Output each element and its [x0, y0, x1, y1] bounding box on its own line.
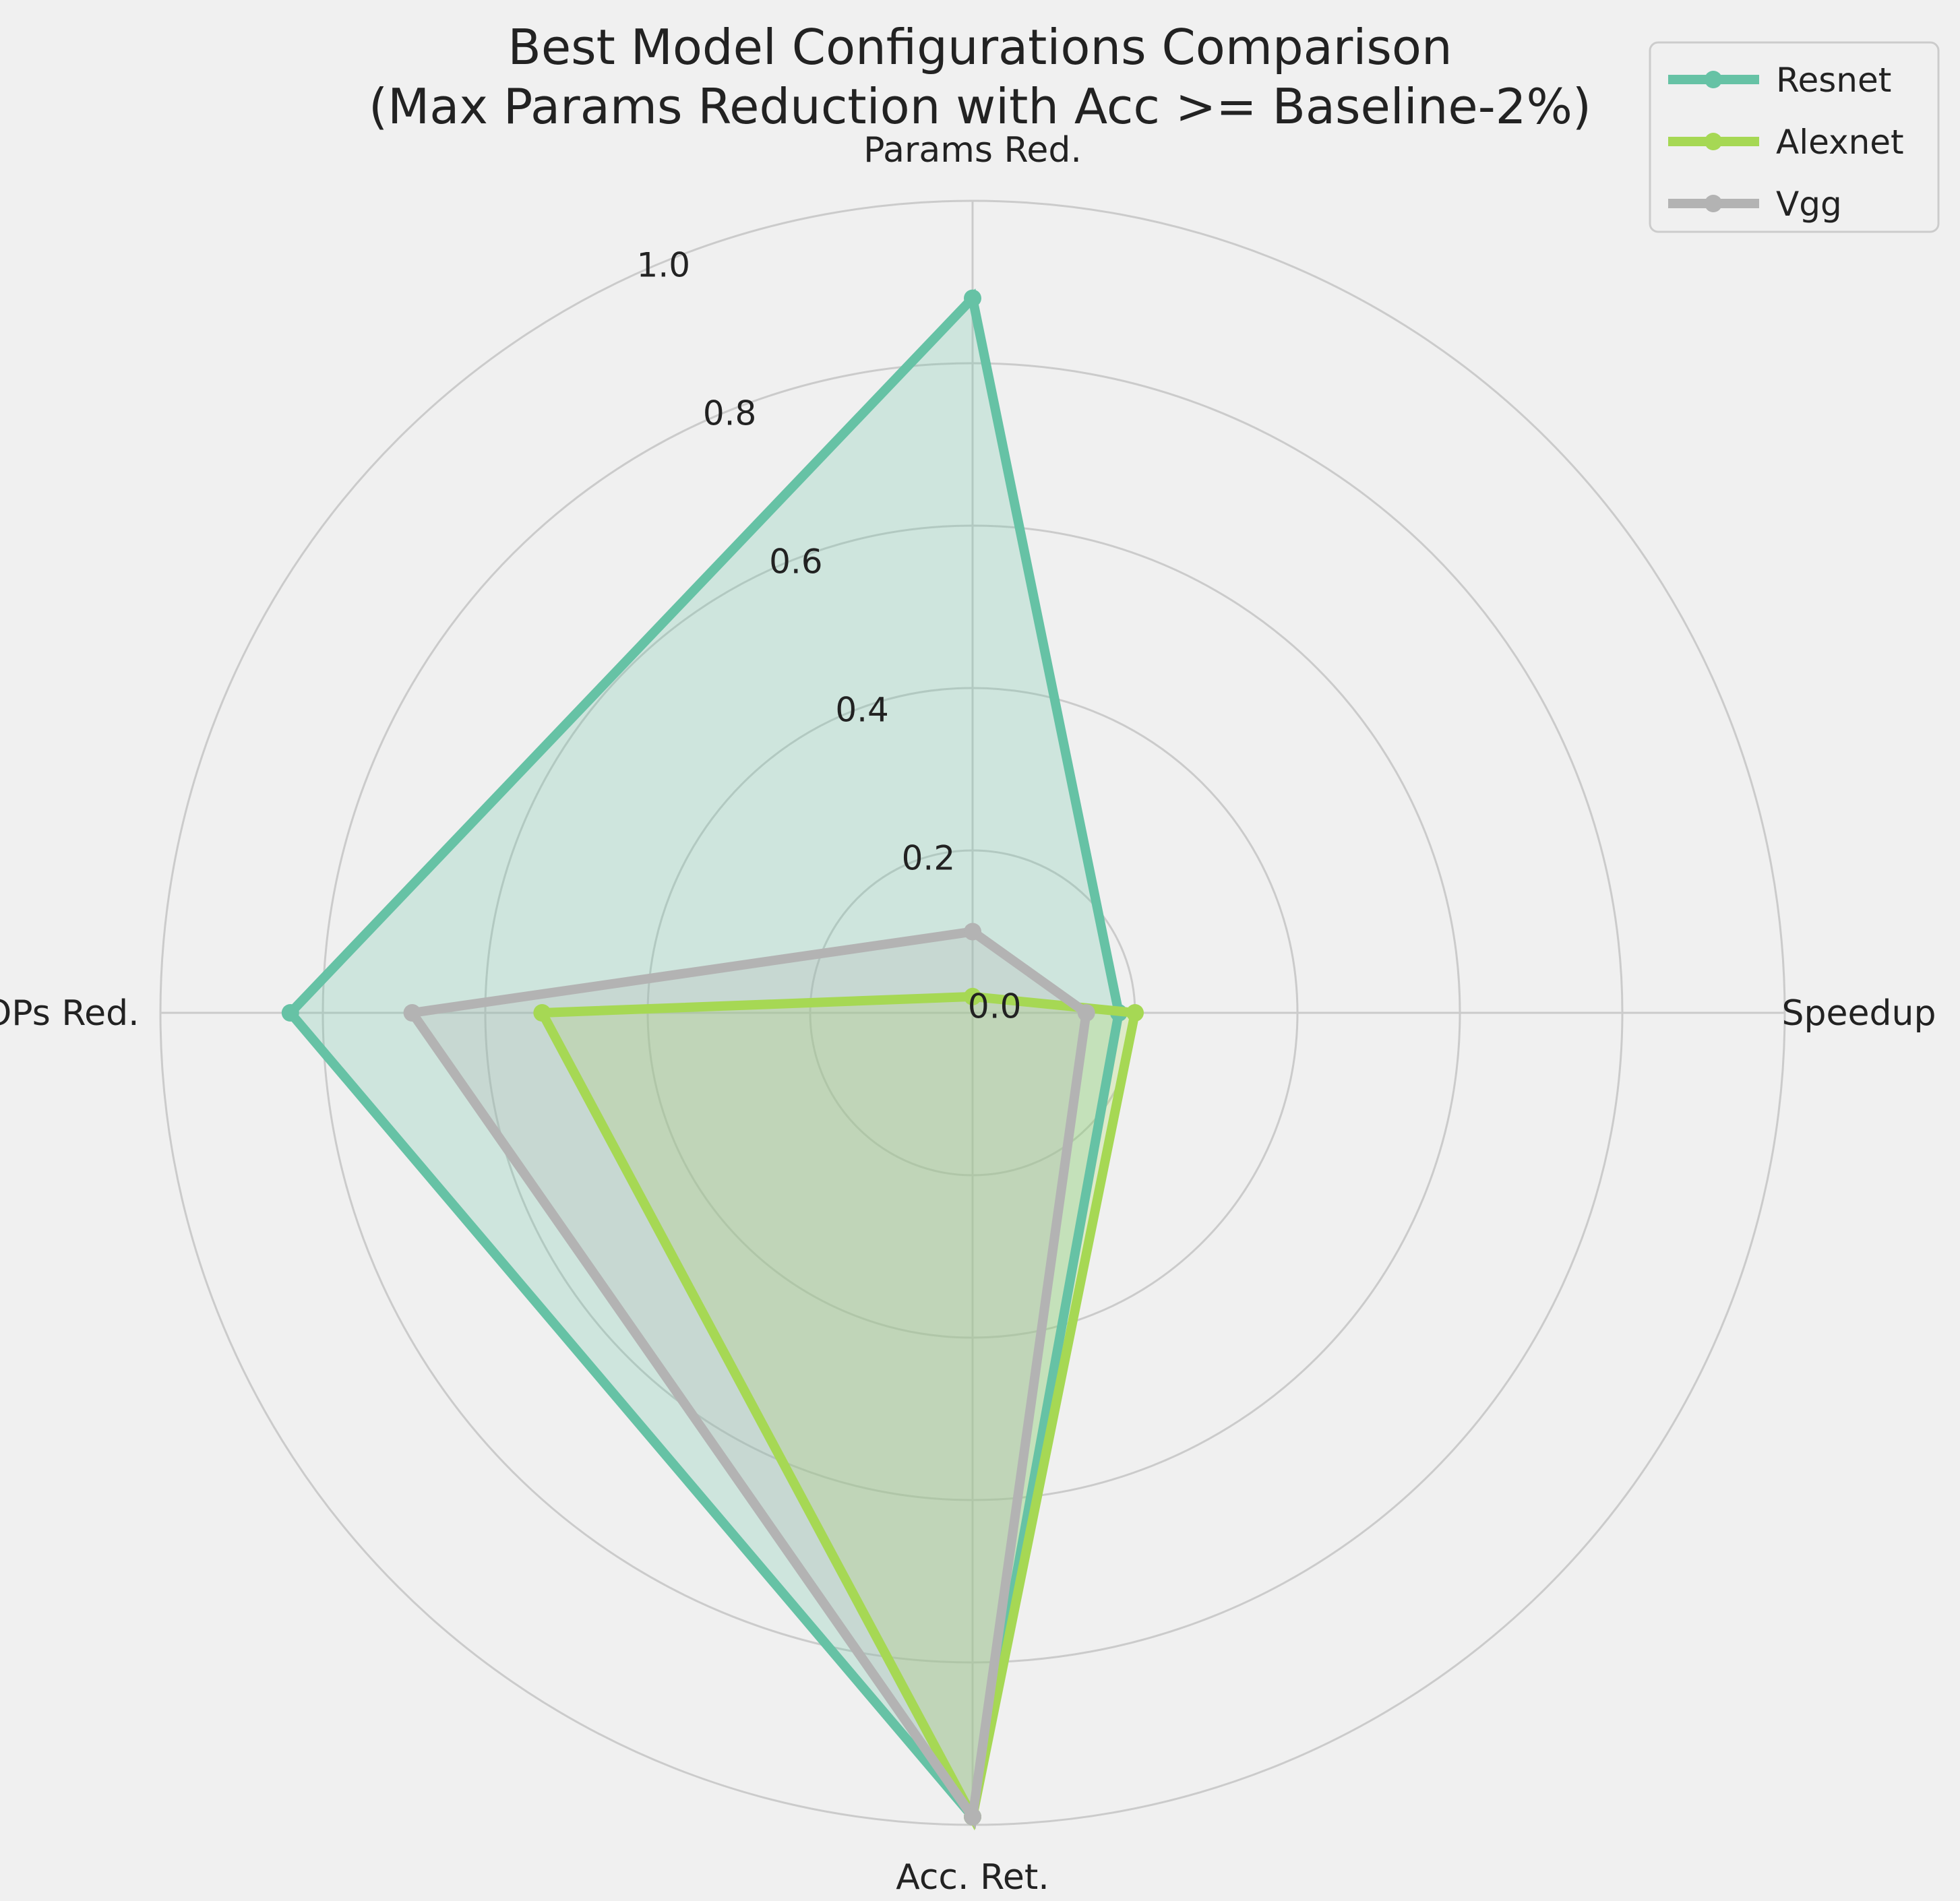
- legend: Resnet Alexnet Vgg: [1649, 41, 1940, 233]
- legend-label-vgg: Vgg: [1776, 185, 1842, 224]
- series-layer: [281, 288, 1144, 1831]
- data-point-vgg-0: [964, 923, 981, 941]
- radial-tick-label-3: 0.6: [769, 542, 823, 581]
- axis-label-0: Params Red.: [863, 130, 1082, 170]
- data-point-alexnet-0: [964, 987, 981, 1005]
- axis-label-2: Acc. Ret.: [896, 1857, 1049, 1898]
- radial-tick-label-2: 0.4: [835, 690, 889, 729]
- legend-frame: [1649, 41, 1940, 233]
- legend-marker-vgg: [1705, 195, 1722, 212]
- data-point-alexnet-3: [533, 1004, 551, 1022]
- data-point-vgg-3: [403, 1004, 421, 1022]
- label-layer: 0.0 0.2 0.4 0.6 0.8 1.0 Params Red. Speedup Acc.…: [0, 130, 1936, 1898]
- radial-tick-label-0: 0.0: [968, 987, 1022, 1026]
- data-point-vgg-2: [964, 1807, 981, 1826]
- radial-tick-label-4: 0.8: [703, 394, 757, 433]
- legend-marker-resnet: [1705, 71, 1722, 88]
- chart-title-line-2: (Max Params Reduction with Acc >= Baseli…: [369, 78, 1591, 135]
- chart-title-line-1: Best Model Configurations Comparison: [508, 19, 1452, 75]
- data-point-resnet-3: [281, 1004, 299, 1022]
- radial-tick-label-1: 0.2: [902, 839, 956, 878]
- data-point-vgg-1: [1077, 1004, 1095, 1022]
- series-area-vgg: [412, 931, 1086, 1817]
- legend-marker-alexnet: [1705, 133, 1722, 150]
- series-area-alexnet: [542, 996, 1135, 1817]
- radial-tick-label-5: 1.0: [637, 245, 691, 284]
- series-area-resnet: [290, 298, 1119, 1817]
- axis-label-3: FLOPs Red.: [0, 993, 140, 1034]
- legend-label-alexnet: Alexnet: [1776, 123, 1904, 162]
- data-point-resnet-0: [964, 289, 981, 307]
- data-point-alexnet-1: [1126, 1004, 1144, 1022]
- axis-label-1: Speedup: [1782, 993, 1936, 1034]
- legend-label-resnet: Resnet: [1776, 61, 1891, 100]
